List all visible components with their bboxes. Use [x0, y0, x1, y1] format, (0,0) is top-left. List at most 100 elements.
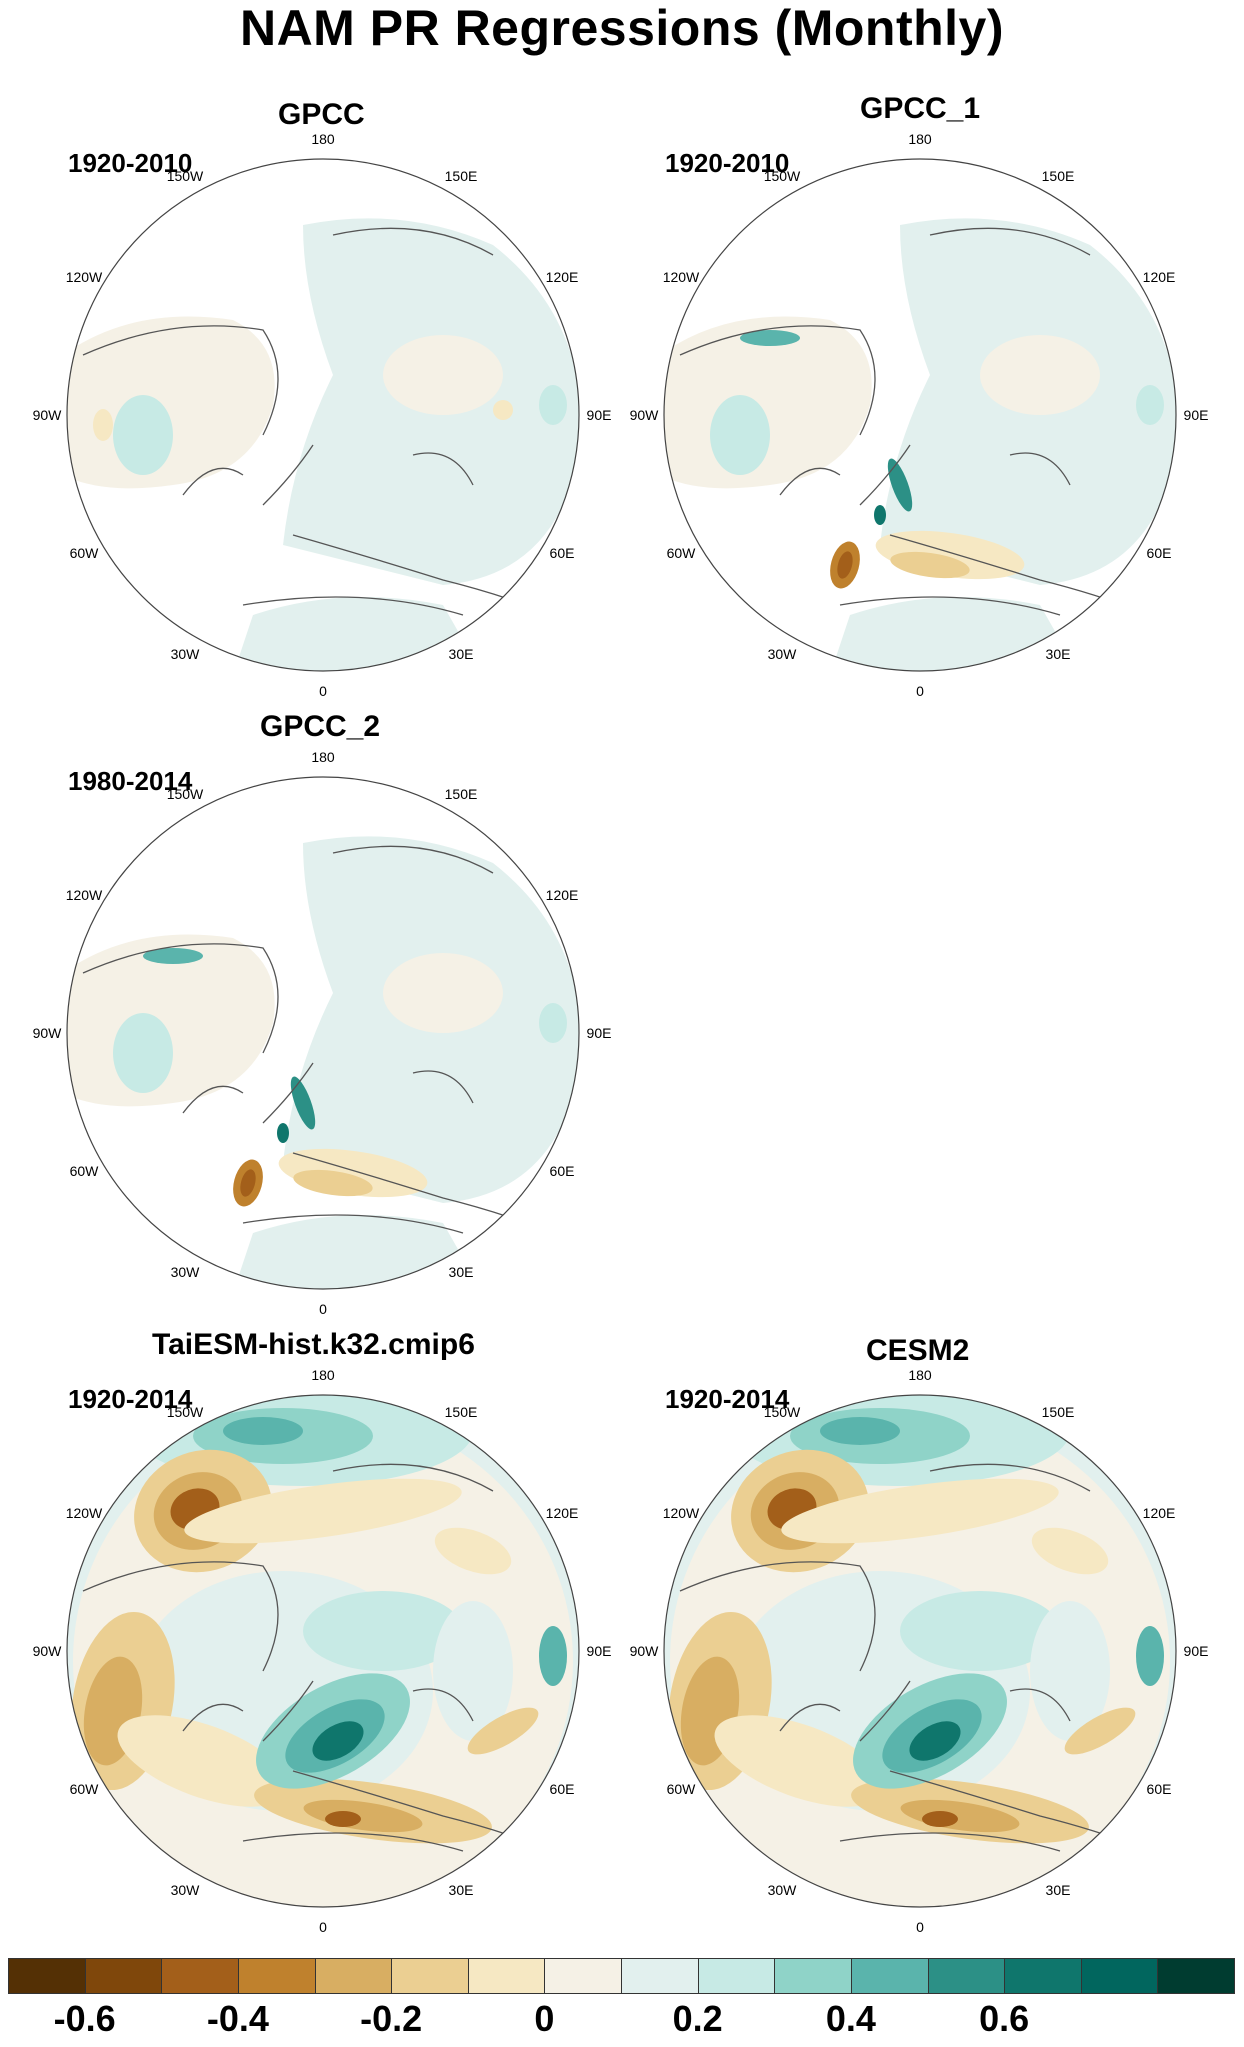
coastline [332, 1463, 494, 1492]
map-field [664, 1395, 1176, 1907]
figure-title: NAM PR Regressions (Monthly) [239, 0, 1005, 56]
coastline [679, 325, 876, 436]
coastline [779, 467, 841, 496]
colorbar-box [1080, 1958, 1159, 1994]
colorbar-tick-label: -0.4 [206, 1998, 269, 2039]
colorbar-box [774, 1958, 852, 1994]
panel-gpcc: GPCC 1920-2010 180 150E 120E 90E 60E 30E 0 30W 6… [0, 0, 622, 699]
coastline [182, 1085, 244, 1114]
longitude-label: 30W [768, 1882, 798, 1898]
polar-map: 180 150E 120E 90E 60E 30E 0 30W 60W 90W 120W 150W [33, 131, 612, 699]
polar-map: 180 150E 120E 90E 60E 30E 0 30W 60W 90W 120W 150W [33, 1367, 612, 1935]
map-field [67, 836, 579, 1289]
colorbar-box [161, 1958, 239, 1994]
coastline [332, 845, 494, 874]
coastline [859, 444, 911, 506]
panel-gpcc-1: GPCC_1 1920-2010 180 150E 120E 90E 60E 30E 0 30… [0, 0, 1244, 699]
anomaly-region [325, 1811, 361, 1827]
anomaly-region [1064, 1707, 1136, 1755]
coastline [182, 1703, 244, 1732]
longitude-label: 0 [319, 683, 327, 699]
panel-period: 1920-2014 [665, 1384, 790, 1414]
colorbar-box [8, 1958, 86, 1994]
longitude-label: 120W [66, 269, 103, 285]
longitude-label: 30E [1046, 646, 1071, 662]
coastline [779, 1703, 841, 1732]
anomaly-region [539, 385, 567, 425]
anomaly-region [1136, 385, 1164, 425]
anomaly-region [240, 1169, 256, 1197]
longitude-label: 90E [587, 1643, 612, 1659]
polar-map: 180 150E 120E 90E 60E 30E 0 30W 60W 90W 120W 150W [33, 749, 612, 1317]
longitude-label: 150W [167, 168, 204, 184]
longitude-label: 30W [171, 1264, 201, 1280]
anomaly-region [184, 1478, 462, 1544]
anomaly-region [740, 330, 800, 346]
coastline [332, 227, 494, 256]
colorbar-tick-label: -0.6 [53, 1998, 116, 2039]
anomaly-region [433, 1601, 513, 1741]
anomaly-region [710, 395, 770, 475]
map-boundary [66, 158, 580, 672]
longitude-label: 180 [908, 1367, 932, 1383]
anomaly-region [93, 409, 113, 441]
longitude-label: 180 [311, 749, 335, 765]
anomaly-region [781, 1478, 1059, 1544]
anomaly-region [900, 1591, 1060, 1671]
longitude-label: 90W [33, 1025, 63, 1041]
anomaly-region [1031, 1527, 1109, 1575]
panel-period: 1920-2010 [68, 148, 193, 178]
colorbar-box [1004, 1958, 1082, 1994]
coastline [262, 1680, 314, 1742]
anomaly-region [1136, 1626, 1164, 1686]
map-boundary [663, 158, 1177, 672]
coastline [929, 227, 1091, 256]
coastline [82, 325, 279, 436]
longitude-label: 120E [546, 887, 579, 903]
anomaly-region [383, 953, 503, 1033]
land-field [67, 836, 579, 1289]
longitude-label: 60E [550, 1781, 575, 1797]
panel-taiesm: TaiESM-hist.k32.cmip6 1920-2014 180 150E 1… [0, 0, 622, 1940]
anomaly-region [539, 1626, 567, 1686]
panel-gpcc-2: GPCC_2 1980-2014 180 150E 120E 90E 60E 30E 0 30… [0, 0, 622, 1320]
longitude-label: 150E [445, 786, 478, 802]
longitude-label: 120W [66, 1505, 103, 1521]
coastline [839, 596, 1061, 616]
coastline [1009, 452, 1071, 486]
colorbar-box [84, 1958, 163, 1994]
longitude-label: 120E [546, 1505, 579, 1521]
longitude-label: 120W [663, 1505, 700, 1521]
coastline [679, 1561, 876, 1672]
longitude-label: 90E [1184, 407, 1209, 423]
colorbar-box [391, 1958, 469, 1994]
coastline [412, 1688, 474, 1722]
anomaly-region [980, 335, 1100, 415]
coastline [859, 1680, 911, 1742]
colorbar-box [927, 1958, 1006, 1994]
map-boundary [663, 1394, 1177, 1908]
longitude-label: 180 [311, 1367, 335, 1383]
longitude-label: 30E [449, 1264, 474, 1280]
longitude-label: 120E [546, 269, 579, 285]
longitude-label: 150E [445, 168, 478, 184]
anomaly-region [467, 1707, 539, 1755]
coastline [412, 1070, 474, 1104]
longitude-label: 60W [667, 545, 697, 561]
coastline [1009, 1688, 1071, 1722]
anomaly-region [714, 1715, 886, 1807]
longitude-label: 60E [550, 545, 575, 561]
anomaly-region [143, 948, 203, 964]
colorbar-tick-label: -0.2 [360, 1998, 423, 2039]
panel-cesm2: CESM2 1920-2014 180 150E 120E 90E 60E 30E 0 30W… [630, 1334, 1209, 1935]
longitude-label: 90E [587, 1025, 612, 1041]
coastline [82, 943, 279, 1054]
coastline [242, 596, 464, 616]
anomaly-region [820, 1417, 900, 1445]
anomaly-region [383, 335, 503, 415]
longitude-label: 30W [171, 646, 201, 662]
anomaly-region [922, 1811, 958, 1827]
longitude-label: 0 [319, 1301, 327, 1317]
coastline [242, 1832, 464, 1852]
